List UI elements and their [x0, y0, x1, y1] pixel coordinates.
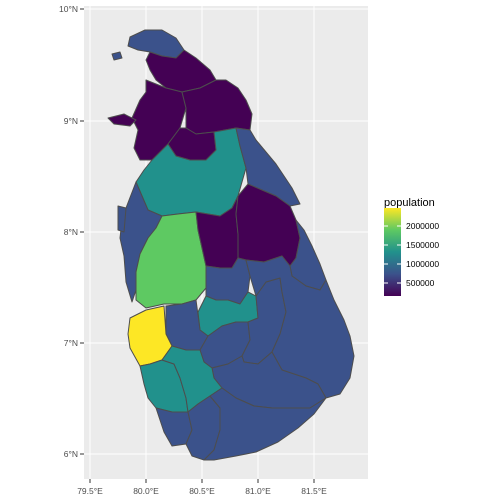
legend: population 2000000 1500000 1000000 50000…	[384, 197, 439, 296]
legend-label: 1500000	[406, 240, 439, 250]
districts	[107, 29, 355, 461]
district-jaffna-islet	[111, 51, 123, 61]
legend-title: population	[384, 197, 435, 209]
axis-ticks	[80, 8, 315, 483]
y-tick-label: 9°N	[64, 116, 78, 126]
district-trincomalee	[235, 127, 301, 207]
x-tick-label: 81.0°E	[245, 486, 271, 496]
district-west-strip	[117, 205, 127, 233]
district-ampara	[245, 255, 355, 399]
y-tick-label: 6°N	[64, 449, 78, 459]
y-tick-label: 7°N	[64, 338, 78, 348]
y-tick-label: 8°N	[64, 227, 78, 237]
x-tick-label: 79.5°E	[77, 486, 103, 496]
district-mannar-island	[107, 113, 137, 127]
y-tick-label: 10°N	[59, 4, 78, 14]
x-tick-label: 81.5°E	[301, 486, 327, 496]
x-tick-label: 80.5°E	[189, 486, 215, 496]
legend-label: 1000000	[406, 259, 439, 269]
legend-label: 500000	[406, 278, 435, 288]
legend-colorbar	[384, 208, 401, 296]
legend-label: 2000000	[406, 221, 439, 231]
district-hambantota	[203, 387, 327, 461]
x-tick-label: 80.0°E	[133, 486, 159, 496]
